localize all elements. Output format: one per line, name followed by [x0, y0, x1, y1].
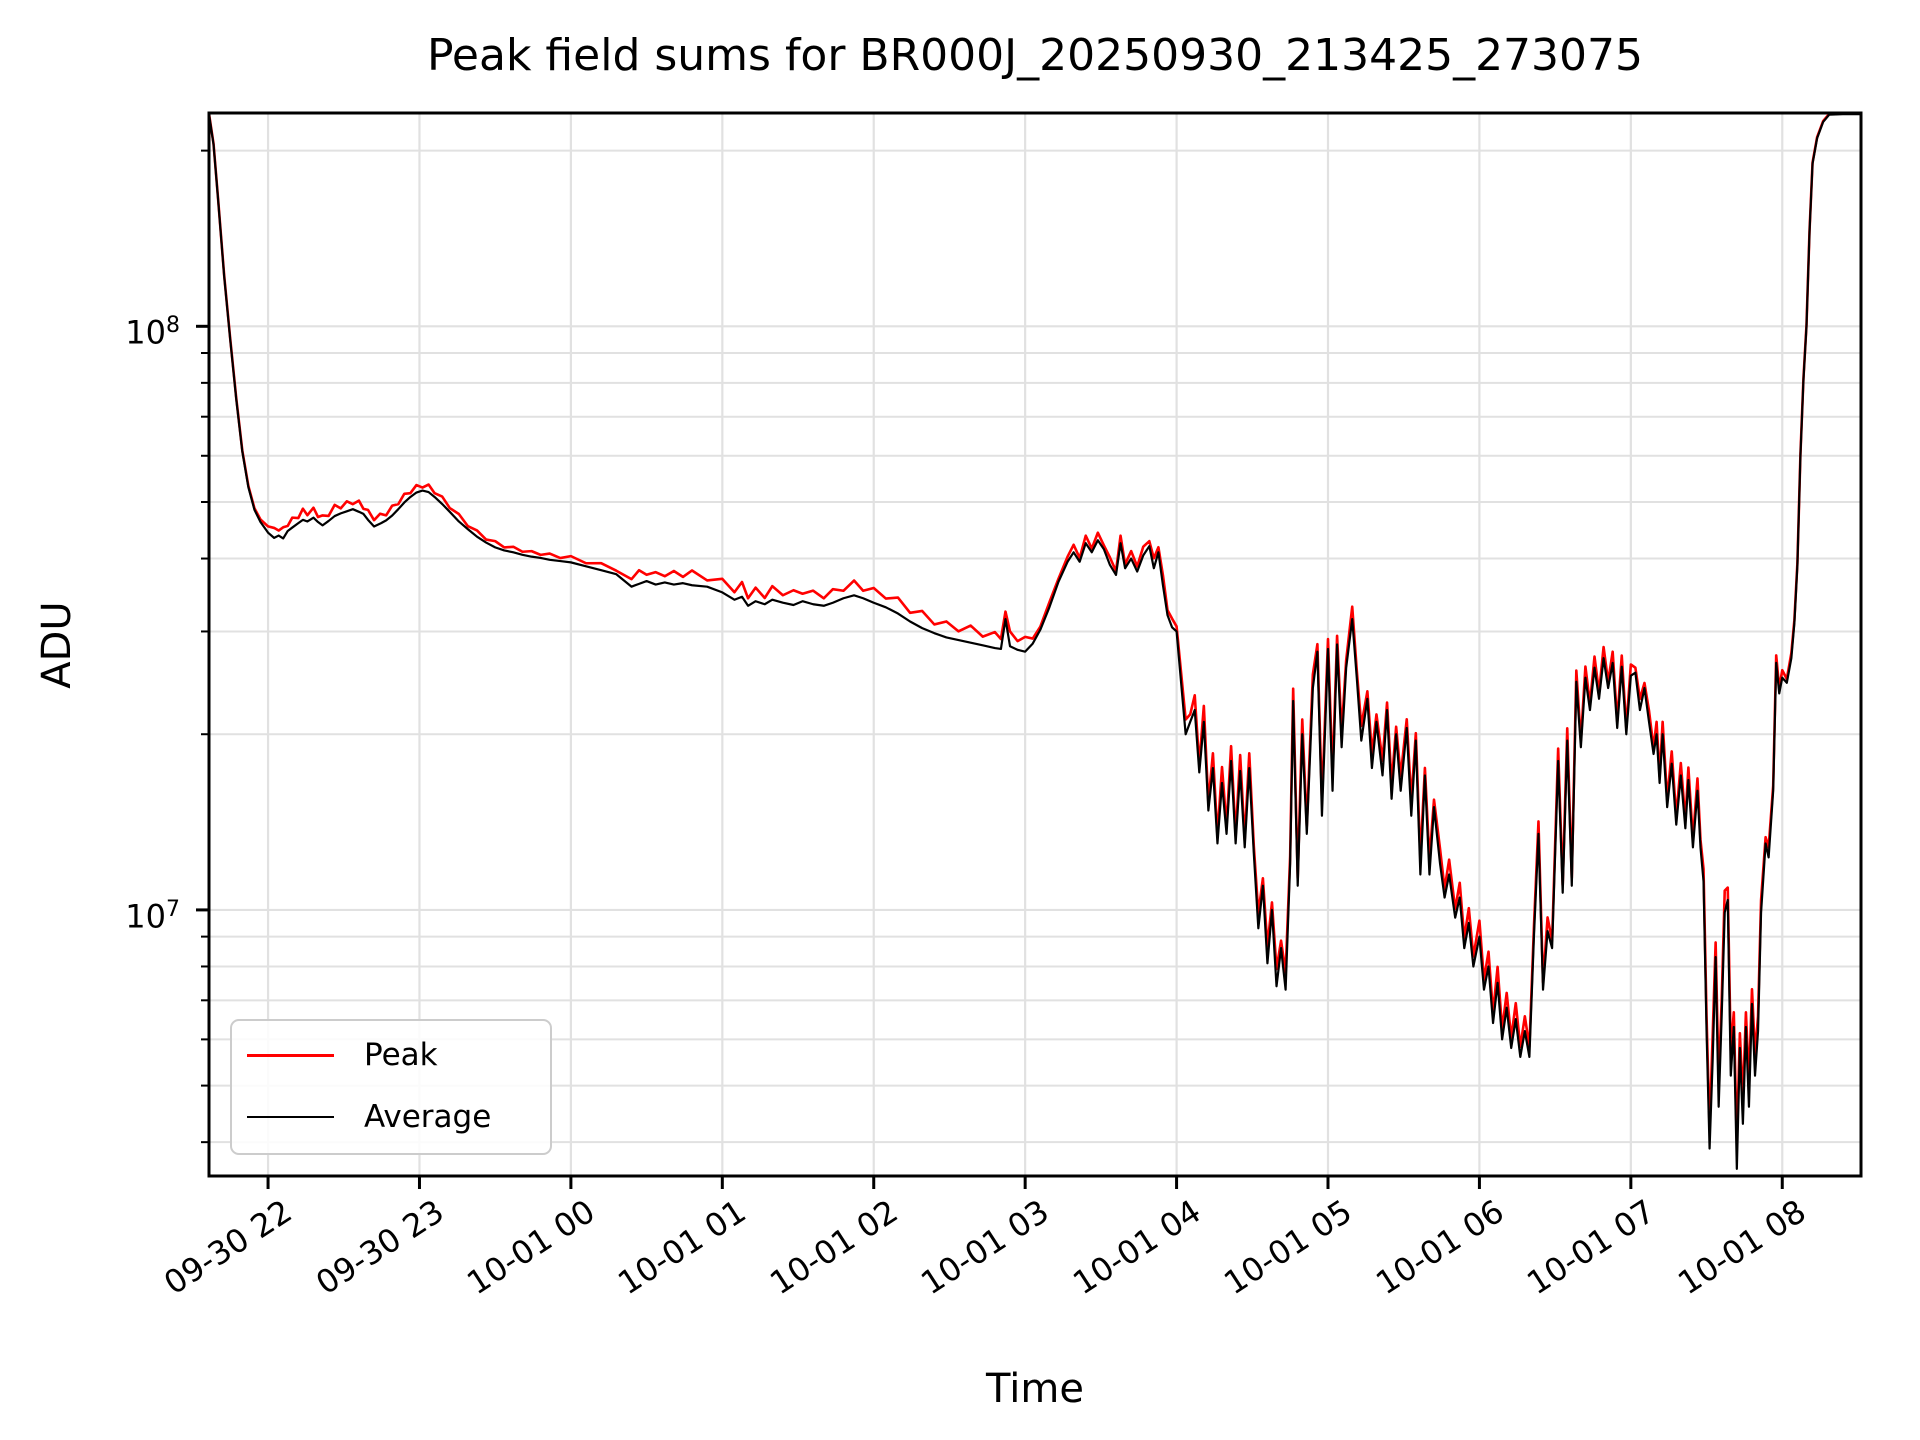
y-axis-label: ADU: [34, 601, 80, 689]
legend-entry-peak: Peak: [232, 1027, 550, 1083]
legend-entry-average: Average: [232, 1089, 550, 1145]
legend-label: Peak: [364, 1037, 438, 1073]
y-tick-label: 108: [125, 313, 180, 352]
peak-line-sample: [247, 1053, 334, 1057]
chart-title: Peak field sums for BR000J_20250930_2134…: [426, 30, 1644, 81]
average-line-sample: [247, 1116, 334, 1118]
legend: Peak Average: [230, 1019, 552, 1155]
y-tick-label: 107: [125, 896, 180, 936]
x-axis-label: Time: [986, 1366, 1084, 1412]
legend-label: Average: [364, 1099, 492, 1135]
